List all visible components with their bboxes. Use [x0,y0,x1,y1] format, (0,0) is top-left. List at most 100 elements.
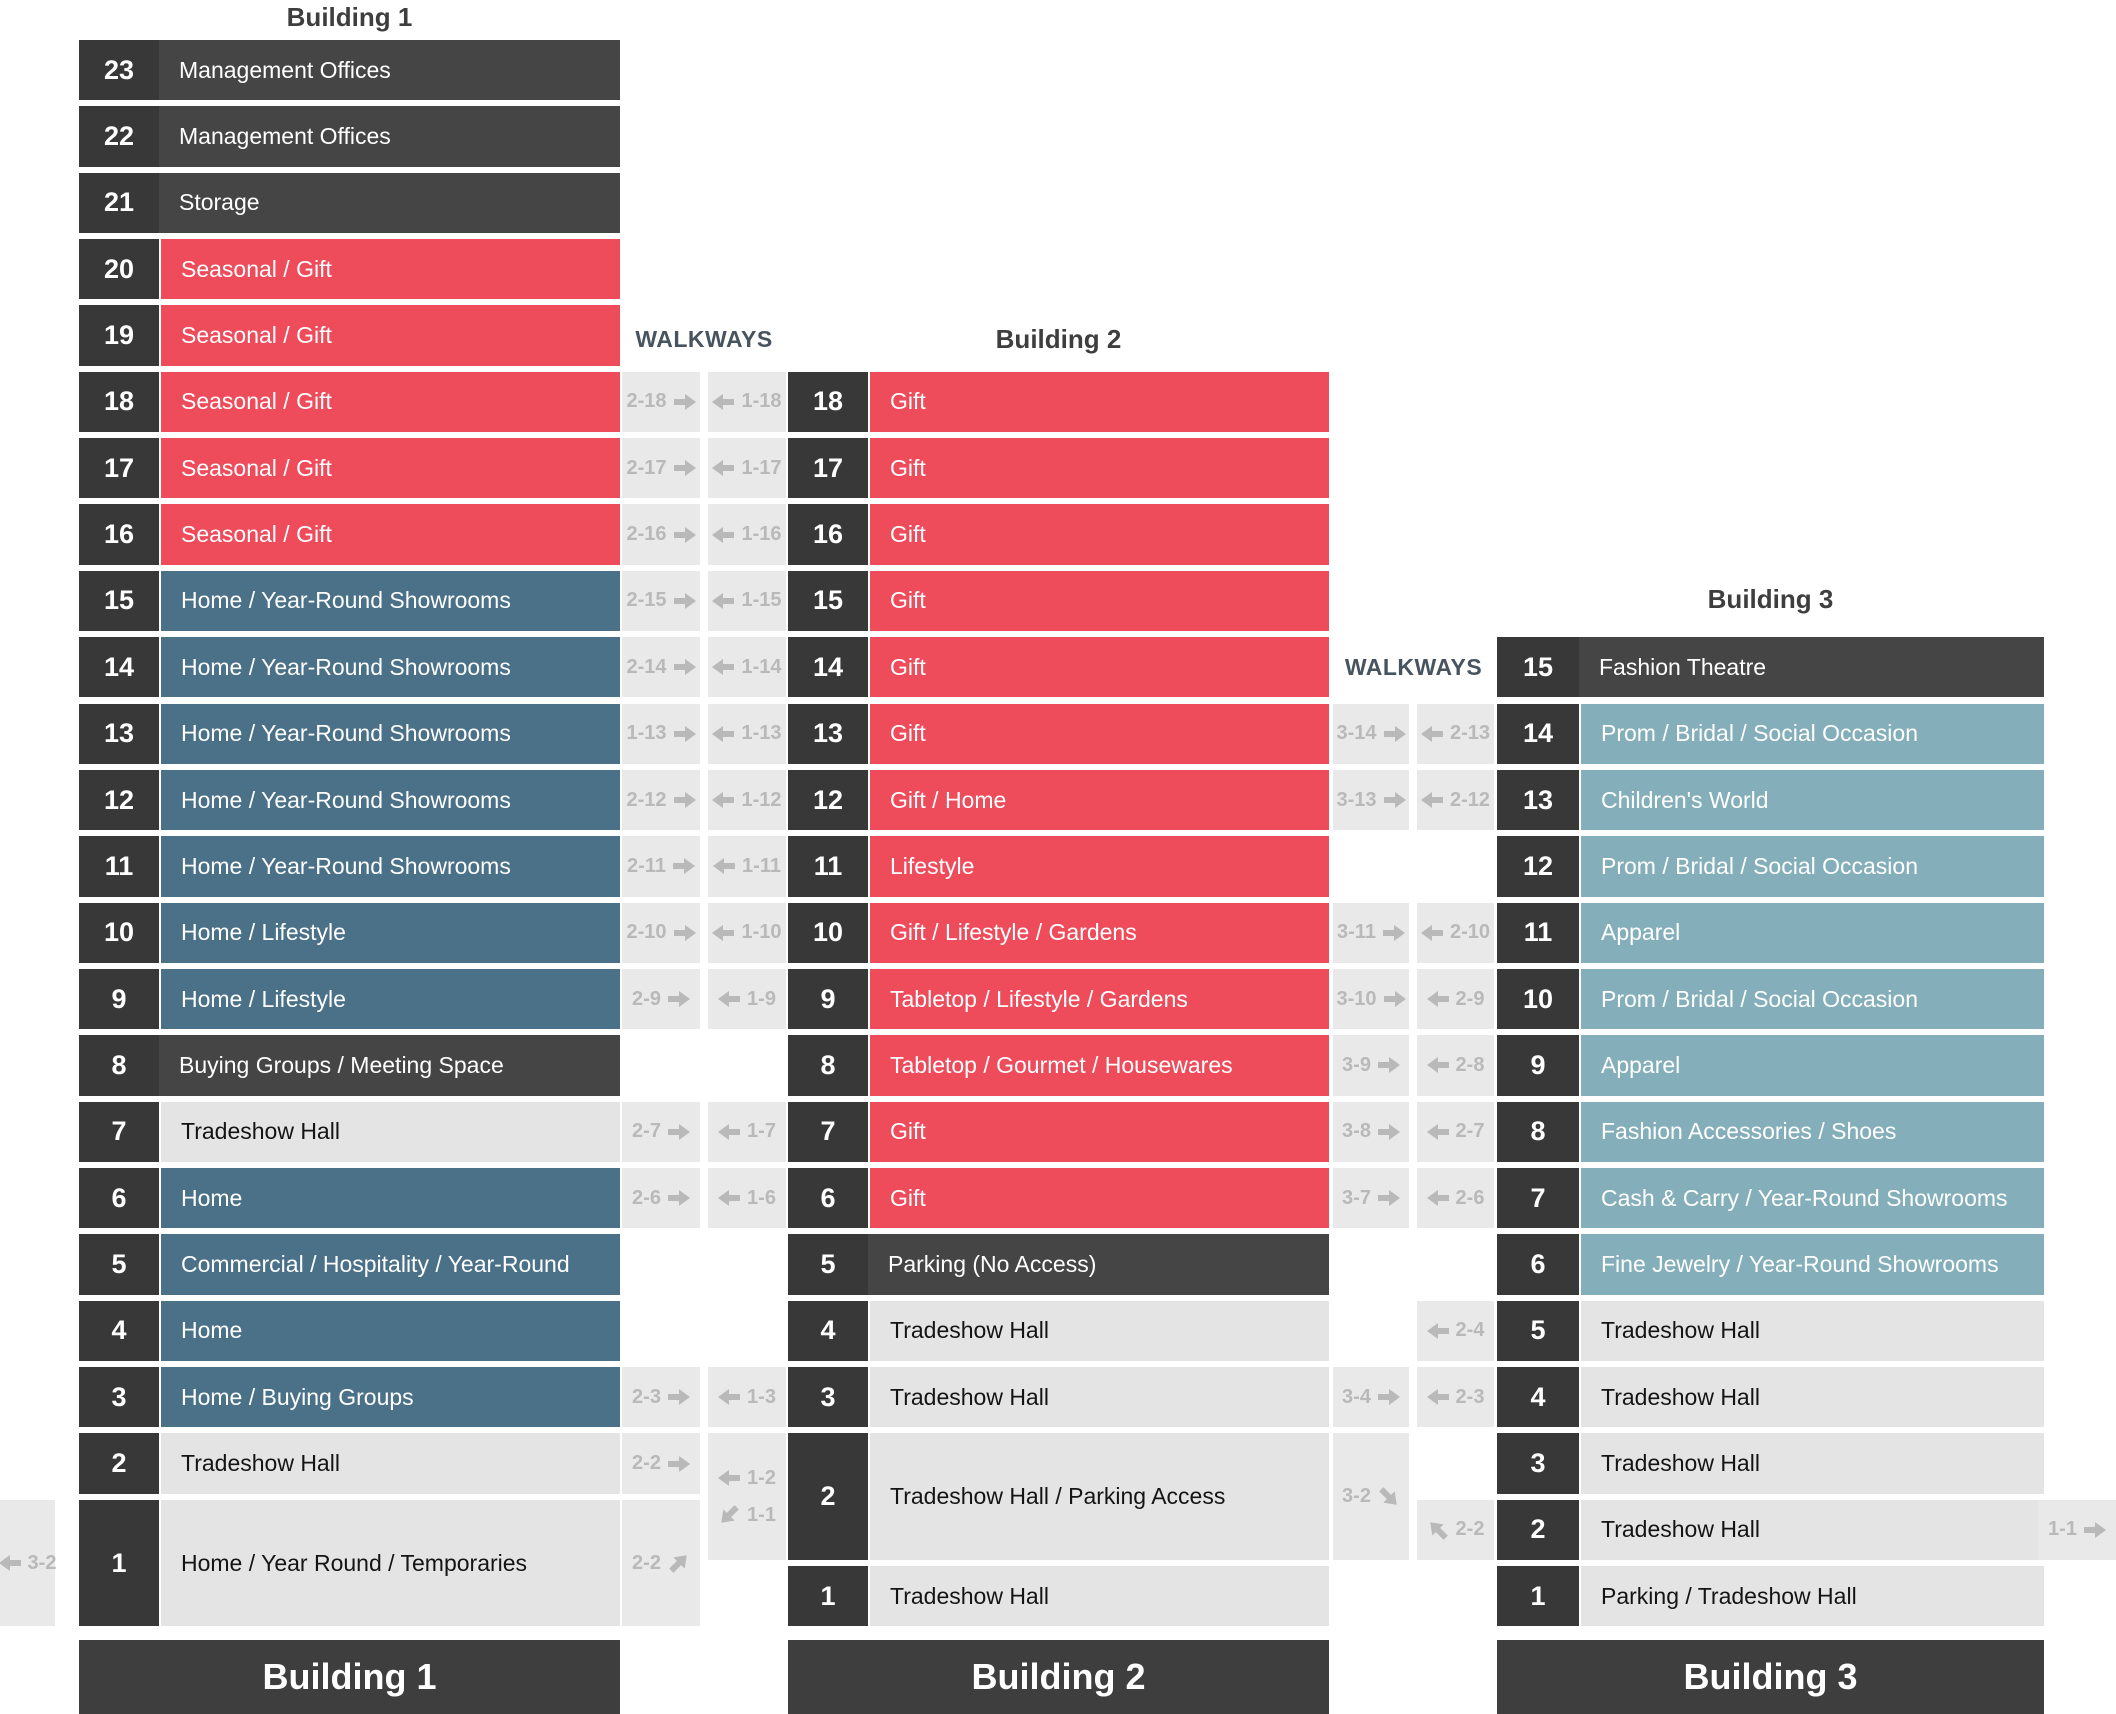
arrow-left-icon [712,526,735,543]
walkway-line: 3-7 [1342,1187,1400,1210]
arrow-left-icon [0,1555,21,1572]
floor-number: 13 [79,703,159,764]
building-1-floor-17-row: 17 Seasonal / Gift [79,438,620,499]
floor-label: Prom / Bridal / Social Occasion [1579,703,2044,764]
floor-number: 14 [788,637,868,698]
walkway-b1-to-b2-2-2: 2-2 [622,1433,700,1494]
walkway-label: 2-2 [632,1452,661,1475]
walkway-b3-to-b2-2-13: 2-13 [1417,703,1494,764]
building-2-floor-18-row: 18 Gift [788,371,1329,433]
arrow-left-icon [712,792,735,809]
walkway-line: 2-14 [626,656,696,679]
floor-number: 9 [79,968,159,1030]
walkway-label: 2-3 [1455,1385,1485,1408]
floor-number: 3 [79,1367,159,1428]
floor-label: Gift [868,371,1329,433]
floor-label: Prom / Bridal / Social Occasion [1579,968,2044,1030]
building-1-floor-22-row: 22 Management Offices [79,106,620,167]
walkway-line: 2-9 [632,988,690,1011]
arrow-right-icon [667,1455,690,1472]
floor-number: 19 [79,305,159,366]
building-2-floor-9-row: 9 Tabletop / Lifestyle / Gardens [788,968,1329,1030]
walkway-label: 3-2 [27,1551,57,1574]
walkway-b1-to-b2-2-10: 2-10 [622,902,700,963]
walkway-label: 3-11 [1337,921,1376,944]
walkway-line: 1-13 [712,722,782,745]
floor-number: 9 [788,968,868,1030]
building-2-floor-6-row: 6 Gift [788,1167,1329,1229]
walkway-line: 3-13 [1336,789,1406,812]
building-2-floor-14-row: 14 Gift [788,637,1329,698]
floor-label: Home / Lifestyle [159,968,620,1030]
arrow-right-icon [667,1389,690,1406]
floor-label: Children's World [1579,769,2044,831]
floor-label: Tradeshow Hall [1579,1367,2044,1428]
walkway-line: 2-13 [1420,722,1490,745]
floor-label: Storage [159,172,620,234]
floor-number: 11 [788,836,868,897]
walkway-b3-to-b2-2-2: 2-2 [1417,1499,1494,1561]
building-1-floor-13-row: 13 Home / Year-Round Showrooms [79,703,620,764]
walkway-line: 2-2 [1427,1518,1484,1541]
floor-label: Lifestyle [868,836,1329,897]
building-3-floor-15-row: 15 Fashion Theatre [1497,637,2044,698]
walkway-line: 3-2 [1342,1485,1400,1508]
walkway-line: 2-12 [626,788,696,812]
walkway-line: 1-6 [718,1187,776,1210]
walkway-edge-left-3-2: 3-2 [0,1499,57,1627]
building-3-floor-10-row: 10 Prom / Bridal / Social Occasion [1497,968,2044,1030]
arrow-left-icon [712,592,735,609]
walkway-b3-to-b2-2-12: 2-12 [1417,769,1494,831]
floor-label: Home / Year-Round Showrooms [159,570,620,632]
walkway-label: 2-12 [626,788,667,811]
walkway-label: 2-6 [632,1186,661,1209]
walkway-label: 1-13 [741,722,782,745]
floor-number: 12 [79,769,159,831]
walkway-label: 2-15 [626,589,667,612]
walkway-b1-to-b2-2-3: 2-3 [622,1367,700,1428]
walkway-line: 1-14 [712,656,782,679]
floor-number: 15 [788,570,868,632]
floor-label: Seasonal / Gift [159,305,620,366]
walkway-b2-to-b1-1-13: 1-13 [708,703,786,764]
building-1-floor-11-row: 11 Home / Year-Round Showrooms [79,836,620,897]
floor-number: 1 [1497,1566,1579,1627]
building-1-floor-3-row: 3 Home / Buying Groups [79,1367,620,1428]
building-2-floor-4-row: 4 Tradeshow Hall [788,1300,1329,1361]
walkway-label: 1-9 [747,987,776,1010]
walkway-line: 2-4 [1426,1319,1484,1342]
walkway-b1-to-b2-2-11: 2-11 [622,836,700,897]
floor-label: Seasonal / Gift [159,504,620,565]
floor-label: Gift [868,1101,1329,1162]
building-3-floor-2-row: 2 Tradeshow Hall [1497,1499,2044,1561]
floor-number: 11 [1497,902,1579,963]
walkway-b2-to-b1-1-14: 1-14 [708,637,786,698]
arrow-left-icon [1426,1322,1449,1339]
walkways-header-1: WALKWAYS [635,326,773,352]
walkway-line: 1-12 [712,789,782,812]
walkway-line: 2-12 [1420,789,1490,812]
arrow-right-icon [673,460,696,477]
arrow-left-icon [712,460,735,477]
arrow-left-icon [718,1389,741,1406]
walkway-b3-to-b2-2-3: 2-3 [1417,1367,1494,1428]
floor-label: Tradeshow Hall [1579,1499,2044,1561]
walkway-b1-to-b2-2-17: 2-17 [622,438,700,499]
walkway-label: 2-9 [1455,987,1485,1010]
arrow-left-icon [1426,1123,1449,1140]
walkway-b1-to-b2-2-6: 2-6 [622,1167,700,1229]
floor-label: Gift / Home [868,769,1329,831]
building-1-floor-12-row: 12 Home / Year-Round Showrooms [79,769,620,831]
floor-number: 2 [79,1433,159,1494]
walkway-b1-to-b2-2-12: 2-12 [622,769,700,831]
floor-label: Tradeshow Hall [159,1433,620,1494]
walkway-b1-to-b2-2-15: 2-15 [622,570,700,632]
arrow-up-right-icon [669,1555,687,1573]
walkway-line: 2-10 [626,921,696,944]
floor-number: 15 [1497,637,1579,698]
floor-label: Home [159,1167,620,1229]
building-3-floor-1-row: 1 Parking / Tradeshow Hall [1497,1566,2044,1627]
building-3-floor-13-row: 13 Children's World [1497,769,2044,831]
walkways-header-2: WALKWAYS [1344,654,1483,680]
building-3-floor-11-row: 11 Apparel [1497,902,2044,963]
